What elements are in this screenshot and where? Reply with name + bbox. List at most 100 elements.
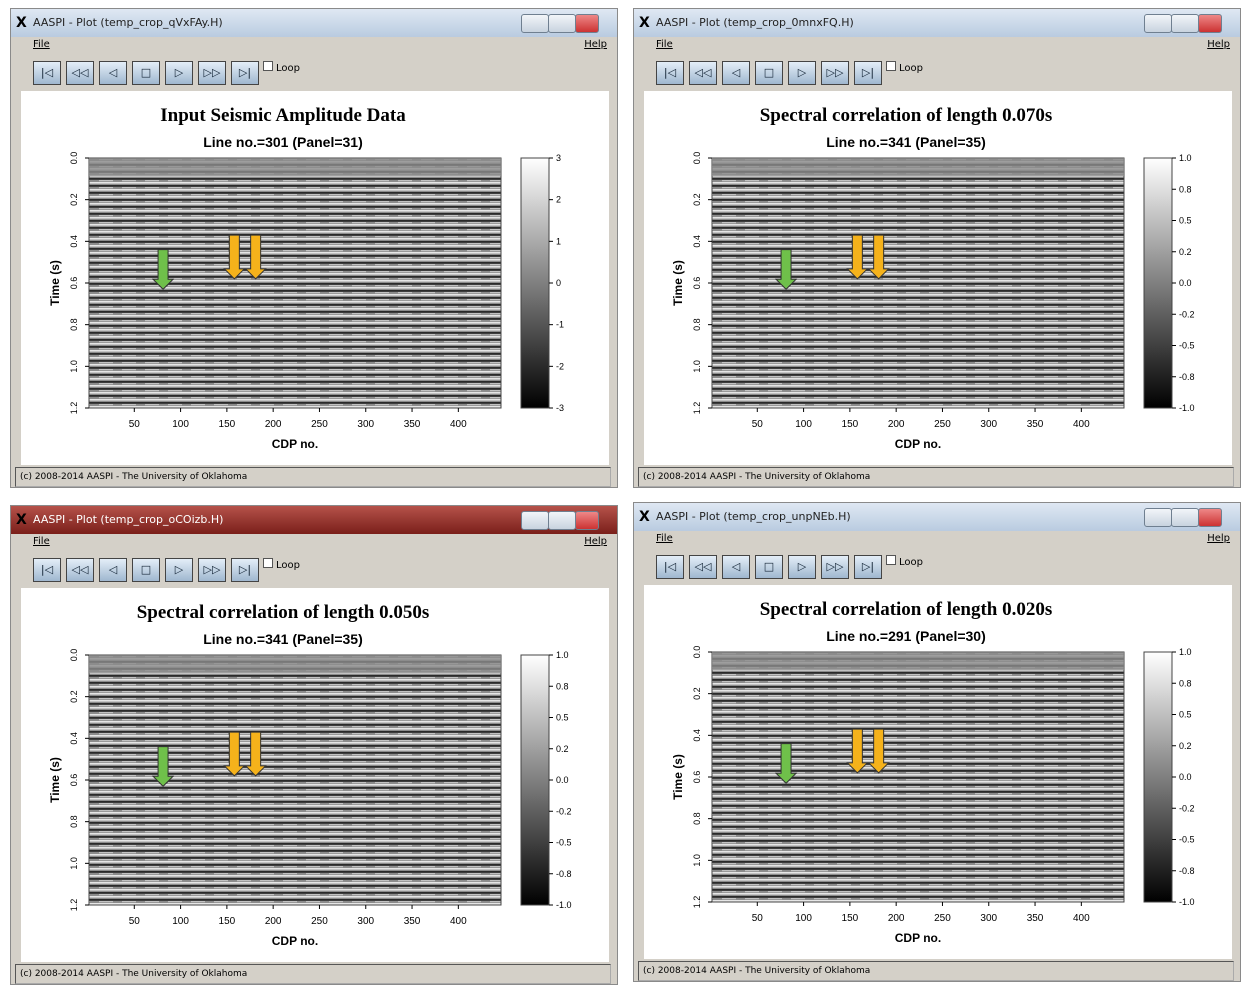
colorbar-tick-label: 1.0 [1179,153,1192,163]
player-button[interactable]: |◁ [33,61,61,85]
close-button[interactable] [575,14,599,33]
close-button[interactable] [1198,14,1222,33]
player-button[interactable]: ▷ [788,555,816,579]
player-button[interactable]: ▷| [231,61,259,85]
window-title: AASPI - Plot (temp_crop_0mnxFQ.H) [656,16,854,29]
player-button[interactable]: ◁ [99,61,127,85]
colorbar-tick-label: 0.2 [1179,247,1192,257]
plot-title: Spectral correlation of length 0.020s [760,599,1053,620]
player-button[interactable]: ▷ [165,558,193,582]
player-button[interactable]: |◁ [656,555,684,579]
player-button[interactable]: ◁ [99,558,127,582]
status-footer: (c) 2008-2014 AASPI - The University of … [638,961,1234,981]
player-button[interactable]: |◁ [656,61,684,85]
player-button[interactable]: □ [755,555,783,579]
player-button[interactable]: □ [132,558,160,582]
y-tick-label: 0.4 [692,729,702,742]
colorbar-tick-label: 0.8 [1179,678,1192,688]
y-tick-label: 0.2 [69,690,79,703]
plot-title: Input Seismic Amplitude Data [160,105,406,126]
plot-panel: Spectral correlation of length 0.050s Lin… [21,588,609,962]
player-button[interactable]: ◁◁ [689,555,717,579]
minimize-button[interactable] [521,14,549,33]
y-axis-label: Time (s) [48,260,62,306]
player-button[interactable]: ▷▷ [198,61,226,85]
window-title: AASPI - Plot (temp_crop_unpNEb.H) [656,510,851,523]
x-tick-label: 350 [1027,913,1044,924]
player-button[interactable]: ▷| [854,555,882,579]
loop-checkbox[interactable]: Loop [886,555,923,568]
maximize-button[interactable] [548,511,576,530]
colorbar-tick-label: 0.5 [1179,710,1192,720]
colorbar-tick-label: -3 [556,403,564,413]
loop-label: Loop [276,63,300,74]
colorbar-tick-label: -0.2 [1179,309,1195,319]
menu-help[interactable]: Help [1207,533,1230,544]
menu-file[interactable]: File [656,533,673,544]
seismic-image [712,652,1124,902]
menu-file[interactable]: File [33,536,50,547]
y-tick-label: 0.0 [692,152,702,165]
player-button[interactable]: ▷ [165,61,193,85]
checkbox [886,555,896,565]
player-button[interactable]: ◁◁ [66,61,94,85]
player-button[interactable]: □ [132,61,160,85]
plot-title: Spectral correlation of length 0.050s [137,602,430,623]
loop-checkbox[interactable]: Loop [263,61,300,74]
player-button[interactable]: ▷| [854,61,882,85]
loop-checkbox[interactable]: Loop [886,61,923,74]
x-tick-label: 250 [934,419,951,430]
plot: Spectral correlation of length 0.070sLin… [644,91,1232,465]
y-tick-label: 1.2 [69,899,79,912]
x-axis-label: CDP no. [895,931,941,945]
colorbar-tick-label: 0.5 [556,713,569,723]
y-tick-label: 0.8 [692,812,702,825]
y-tick-label: 0.8 [69,815,79,828]
menu-help[interactable]: Help [584,536,607,547]
player-button[interactable]: ▷▷ [198,558,226,582]
close-button[interactable] [575,511,599,530]
player-button[interactable]: ▷ [788,61,816,85]
minimize-button[interactable] [1144,14,1172,33]
player-button[interactable]: ▷▷ [821,61,849,85]
close-button[interactable] [1198,508,1222,527]
colorbar-tick-label: 3 [556,153,561,163]
x-tick-label: 200 [888,419,905,430]
loop-checkbox[interactable]: Loop [263,558,300,571]
player-button[interactable]: ▷| [231,558,259,582]
colorbar-tick-label: -0.8 [556,869,572,879]
x-tick-label: 150 [219,419,236,430]
checkbox [263,61,273,71]
y-tick-label: 0.4 [69,732,79,745]
maximize-button[interactable] [1171,14,1199,33]
menu-file[interactable]: File [656,39,673,50]
colorbar-tick-label: 0.2 [556,744,569,754]
x-tick-label: 350 [1027,419,1044,430]
x-tick-label: 200 [265,419,282,430]
plot-subtitle: Line no.=341 (Panel=35) [203,631,363,647]
colorbar [1144,652,1172,902]
x-tick-label: 150 [219,916,236,927]
plot-subtitle: Line no.=301 (Panel=31) [203,134,363,150]
x-tick-label: 350 [404,419,421,430]
minimize-button[interactable] [1144,508,1172,527]
seismic-shallow [712,158,1124,176]
player-button[interactable]: ◁◁ [689,61,717,85]
x-tick-label: 100 [172,419,189,430]
player-button[interactable]: □ [755,61,783,85]
menu-help[interactable]: Help [584,39,607,50]
y-tick-label: 0.8 [692,318,702,331]
maximize-button[interactable] [1171,508,1199,527]
colorbar-tick-label: 0.8 [556,681,569,691]
player-button[interactable]: ◁◁ [66,558,94,582]
maximize-button[interactable] [548,14,576,33]
player-button[interactable]: ◁ [722,61,750,85]
player-button[interactable]: ◁ [722,555,750,579]
minimize-button[interactable] [521,511,549,530]
menu-file[interactable]: File [33,39,50,50]
player-button[interactable]: ▷▷ [821,555,849,579]
menu-help[interactable]: Help [1207,39,1230,50]
player-button[interactable]: |◁ [33,558,61,582]
